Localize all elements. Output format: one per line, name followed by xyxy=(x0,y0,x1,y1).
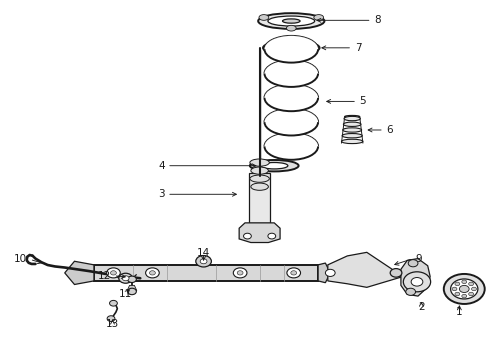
Text: 7: 7 xyxy=(355,43,361,53)
Circle shape xyxy=(122,276,129,281)
Ellipse shape xyxy=(259,15,269,20)
Circle shape xyxy=(455,282,460,286)
Ellipse shape xyxy=(265,133,318,160)
Circle shape xyxy=(411,278,423,286)
Ellipse shape xyxy=(344,116,360,121)
Text: 12: 12 xyxy=(98,271,111,281)
Circle shape xyxy=(110,300,117,306)
Circle shape xyxy=(462,280,466,284)
Text: 3: 3 xyxy=(158,189,165,199)
Ellipse shape xyxy=(251,183,269,190)
Circle shape xyxy=(452,287,457,291)
Circle shape xyxy=(390,269,402,277)
Circle shape xyxy=(146,268,159,278)
Polygon shape xyxy=(65,261,94,284)
Text: 10: 10 xyxy=(14,254,27,264)
Ellipse shape xyxy=(250,160,298,171)
Circle shape xyxy=(119,273,132,283)
Ellipse shape xyxy=(265,36,318,63)
Circle shape xyxy=(471,287,476,291)
Ellipse shape xyxy=(250,175,270,182)
Polygon shape xyxy=(318,263,330,283)
Text: 8: 8 xyxy=(374,15,381,25)
Text: 4: 4 xyxy=(158,161,165,171)
Polygon shape xyxy=(249,173,270,223)
Circle shape xyxy=(406,288,416,296)
Circle shape xyxy=(268,233,276,239)
Text: 11: 11 xyxy=(119,289,132,298)
Ellipse shape xyxy=(343,122,361,126)
Polygon shape xyxy=(401,258,430,296)
Ellipse shape xyxy=(251,167,269,174)
Circle shape xyxy=(107,268,120,278)
Ellipse shape xyxy=(342,139,363,144)
Text: 6: 6 xyxy=(386,125,393,135)
Circle shape xyxy=(469,282,473,286)
Ellipse shape xyxy=(344,116,360,118)
Circle shape xyxy=(111,271,116,275)
Ellipse shape xyxy=(250,159,270,166)
Circle shape xyxy=(200,259,207,264)
Polygon shape xyxy=(328,252,401,287)
Circle shape xyxy=(196,256,211,267)
Circle shape xyxy=(237,271,243,275)
Text: 14: 14 xyxy=(197,248,210,258)
Circle shape xyxy=(408,260,418,267)
Text: 2: 2 xyxy=(418,302,425,312)
Ellipse shape xyxy=(342,134,362,138)
Polygon shape xyxy=(94,265,318,281)
Ellipse shape xyxy=(314,15,323,20)
Circle shape xyxy=(127,288,136,295)
Ellipse shape xyxy=(343,128,362,132)
Ellipse shape xyxy=(283,19,300,23)
Ellipse shape xyxy=(268,16,315,26)
Circle shape xyxy=(107,316,115,321)
Circle shape xyxy=(403,272,431,292)
Ellipse shape xyxy=(261,162,288,169)
Circle shape xyxy=(291,271,296,275)
Ellipse shape xyxy=(274,44,308,52)
Circle shape xyxy=(444,274,485,304)
Circle shape xyxy=(460,285,469,293)
Ellipse shape xyxy=(287,25,296,31)
Circle shape xyxy=(469,292,473,296)
Ellipse shape xyxy=(265,85,318,111)
Circle shape xyxy=(325,269,335,276)
Ellipse shape xyxy=(286,46,297,50)
Circle shape xyxy=(462,294,466,298)
Ellipse shape xyxy=(265,109,318,135)
Circle shape xyxy=(233,268,247,278)
Text: 13: 13 xyxy=(106,319,119,329)
Ellipse shape xyxy=(265,60,318,87)
Ellipse shape xyxy=(263,41,319,55)
Circle shape xyxy=(451,279,478,299)
Text: 1: 1 xyxy=(456,307,463,317)
Circle shape xyxy=(287,268,300,278)
Circle shape xyxy=(455,292,460,296)
Circle shape xyxy=(149,271,155,275)
Circle shape xyxy=(127,276,136,283)
Text: 9: 9 xyxy=(416,253,422,264)
Polygon shape xyxy=(127,285,137,291)
Polygon shape xyxy=(239,223,280,243)
Circle shape xyxy=(244,233,251,239)
Ellipse shape xyxy=(258,13,324,29)
Text: 5: 5 xyxy=(360,96,366,107)
